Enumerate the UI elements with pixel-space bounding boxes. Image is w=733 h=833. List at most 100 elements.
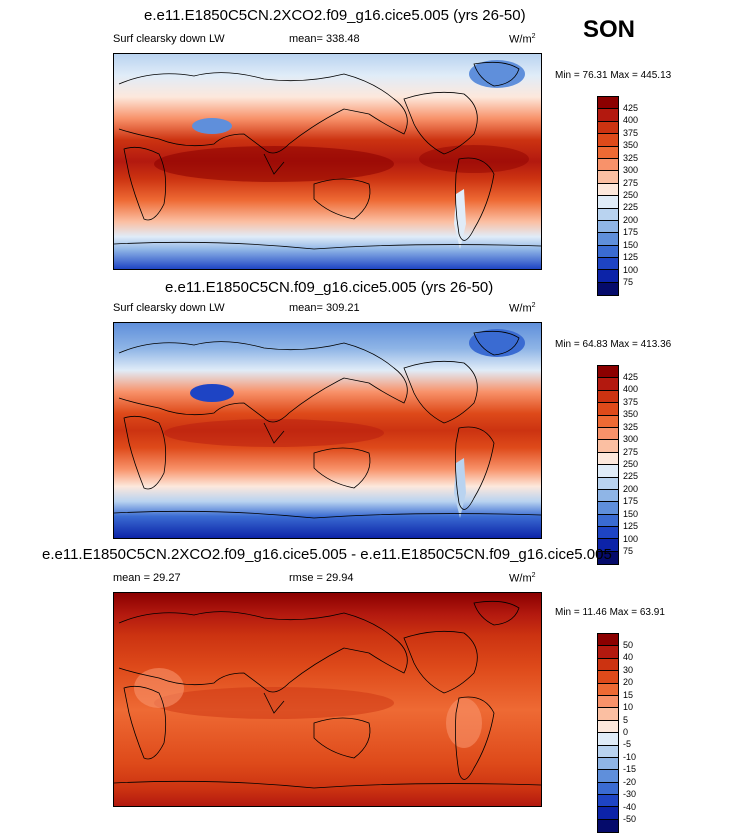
panel-3-title: e.e11.E1850C5CN.2XCO2.f09_g16.cice5.005 … <box>42 546 612 563</box>
colorbar-tick: 325 <box>623 422 639 432</box>
panel-3-rmse: rmse = 29.94 <box>289 572 354 584</box>
colorbar-swatch <box>598 646 618 659</box>
colorbar-swatch <box>598 97 618 110</box>
panel-2-colorbar <box>597 365 619 566</box>
colorbar-swatch <box>598 196 618 209</box>
panel-2-title: e.e11.E1850C5CN.f09_g16.cice5.005 (yrs 2… <box>165 279 494 296</box>
panel-1-mean: mean= 338.48 <box>289 33 360 45</box>
colorbar-swatch <box>598 427 618 441</box>
colorbar-tick: 30 <box>623 665 634 675</box>
colorbar-swatch <box>598 245 618 259</box>
colorbar-tick: -20 <box>623 777 637 787</box>
colorbar-swatch <box>598 551 618 565</box>
colorbar-swatch <box>598 539 618 552</box>
colorbar-swatch <box>598 514 618 528</box>
colorbar-swatch <box>598 745 618 758</box>
colorbar-swatch <box>598 270 618 283</box>
colorbar-swatch <box>598 134 618 147</box>
colorbar-tick: 150 <box>623 509 639 519</box>
colorbar-tick: 350 <box>623 409 639 419</box>
colorbar-swatch <box>598 403 618 416</box>
colorbar-tick: 15 <box>623 690 634 700</box>
panel-1-minmax: Min = 76.31 Max = 445.13 <box>555 70 672 81</box>
colorbar-swatch <box>598 720 618 734</box>
colorbar-tick: 250 <box>623 459 639 469</box>
colorbar-swatch <box>598 671 618 684</box>
colorbar-tick: 20 <box>623 677 634 687</box>
colorbar-tick: 325 <box>623 153 639 163</box>
colorbar-tick: 75 <box>623 546 634 556</box>
colorbar-swatch <box>598 208 618 221</box>
colorbar-tick: 125 <box>623 252 639 262</box>
colorbar-tick: -15 <box>623 764 637 774</box>
colorbar-tick: 300 <box>623 165 639 175</box>
colorbar-swatch <box>598 220 618 234</box>
colorbar-swatch <box>598 378 618 391</box>
colorbar-tick: 40 <box>623 652 634 662</box>
colorbar-tick: 10 <box>623 702 634 712</box>
colorbar-swatch <box>598 366 618 379</box>
colorbar-tick: 350 <box>623 140 639 150</box>
colorbar-tick: 275 <box>623 447 639 457</box>
colorbar-swatch <box>598 489 618 503</box>
colorbar-tick: 100 <box>623 265 639 275</box>
colorbar-tick: 100 <box>623 534 639 544</box>
panel-2-map <box>113 322 542 539</box>
colorbar-swatch <box>598 158 618 172</box>
colorbar-tick: 175 <box>623 496 639 506</box>
colorbar-swatch <box>598 171 618 184</box>
panel-2-minmax: Min = 64.83 Max = 413.36 <box>555 339 672 350</box>
panel-3-minmax: Min = 11.46 Max = 63.91 <box>555 607 665 618</box>
colorbar-tick: -40 <box>623 802 637 812</box>
colorbar-swatch <box>598 477 618 490</box>
colorbar-tick: 75 <box>623 277 634 287</box>
colorbar-swatch <box>598 683 618 696</box>
colorbar-tick: 375 <box>623 128 639 138</box>
colorbar-tick: 275 <box>623 178 639 188</box>
colorbar-swatch <box>598 440 618 453</box>
colorbar-tick: 50 <box>623 640 634 650</box>
panel-2-mean: mean= 309.21 <box>289 302 360 314</box>
panel-2-units: W/m2 <box>509 302 536 315</box>
colorbar-tick: -30 <box>623 789 637 799</box>
panel-3-map <box>113 592 542 807</box>
colorbar-tick: 175 <box>623 227 639 237</box>
colorbar-tick: 125 <box>623 521 639 531</box>
colorbar-swatch <box>598 527 618 540</box>
colorbar-tick: 200 <box>623 215 639 225</box>
colorbar-swatch <box>598 415 618 428</box>
colorbar-swatch <box>598 757 618 771</box>
colorbar-tick: -10 <box>623 752 637 762</box>
panel-2-variable: Surf clearsky down LW <box>113 302 225 314</box>
colorbar-swatch <box>598 183 618 197</box>
colorbar-swatch <box>598 121 618 135</box>
panel-1-title: e.e11.E1850C5CN.2XCO2.f09_g16.cice5.005 … <box>144 7 526 24</box>
panel-3-units: W/m2 <box>509 572 536 585</box>
colorbar-tick: 5 <box>623 715 629 725</box>
colorbar-swatch <box>598 233 618 246</box>
colorbar-swatch <box>598 795 618 808</box>
panel-1-map <box>113 53 542 270</box>
colorbar-swatch <box>598 502 618 515</box>
colorbar-tick: 250 <box>623 190 639 200</box>
season-label: SON <box>583 16 636 43</box>
colorbar-tick: 400 <box>623 384 639 394</box>
colorbar-swatch <box>598 819 618 833</box>
colorbar-tick: -50 <box>623 814 637 824</box>
colorbar-tick: 200 <box>623 484 639 494</box>
colorbar-swatch <box>598 146 618 159</box>
colorbar-swatch <box>598 109 618 122</box>
colorbar-swatch <box>598 658 618 672</box>
colorbar-swatch <box>598 634 618 647</box>
colorbar-swatch <box>598 282 618 296</box>
colorbar-tick: 425 <box>623 372 639 382</box>
panel-1-variable: Surf clearsky down LW <box>113 33 225 45</box>
colorbar-swatch <box>598 465 618 478</box>
colorbar-swatch <box>598 390 618 404</box>
colorbar-tick: 375 <box>623 397 639 407</box>
colorbar-swatch <box>598 807 618 820</box>
colorbar-swatch <box>598 770 618 783</box>
panel-3-mean: mean = 29.27 <box>113 572 181 584</box>
colorbar-tick: 150 <box>623 240 639 250</box>
colorbar-swatch <box>598 695 618 709</box>
